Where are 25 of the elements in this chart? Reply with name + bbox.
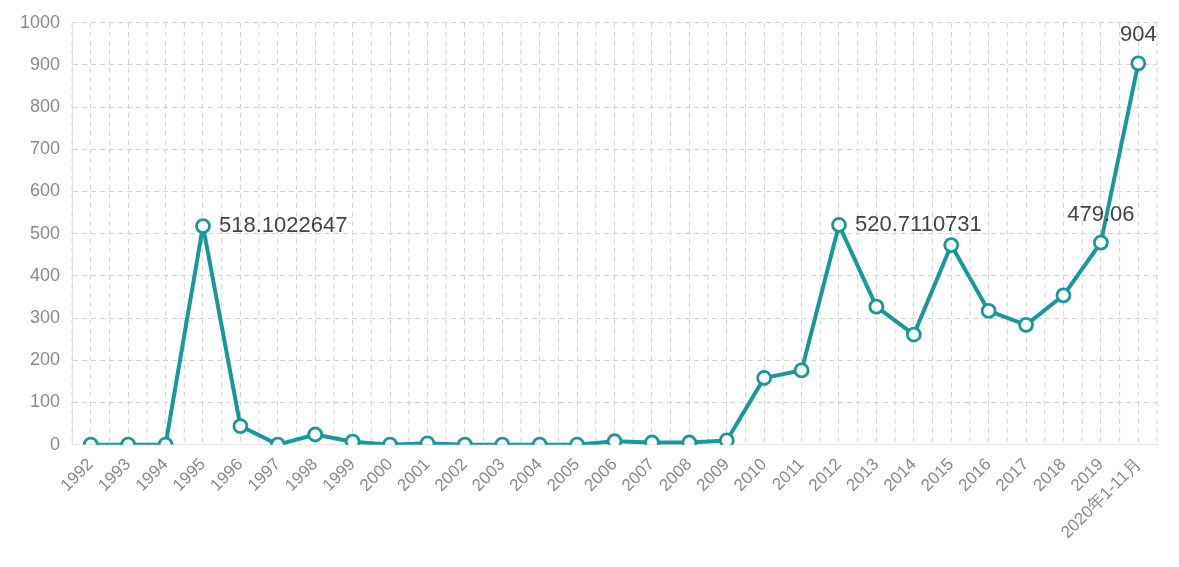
data-label: 520.7110731 — [855, 211, 982, 237]
y-tick-label: 0 — [50, 433, 61, 454]
y-tick-label: 200 — [30, 349, 61, 370]
point — [195, 218, 211, 234]
point — [905, 326, 922, 343]
point — [606, 433, 623, 445]
point — [831, 217, 847, 233]
y-tick-label: 700 — [30, 138, 61, 159]
y-tick-label: 400 — [30, 264, 61, 285]
data-label: 904 — [1119, 21, 1157, 47]
y-tick-label: 1000 — [20, 11, 61, 32]
data-label: 518.1022647 — [218, 212, 348, 238]
y-tick-label: 500 — [30, 222, 61, 243]
point — [980, 303, 997, 319]
point — [1018, 316, 1034, 333]
point — [1055, 287, 1072, 304]
point — [718, 432, 735, 445]
y-tick-label: 800 — [30, 96, 61, 117]
point — [1092, 234, 1109, 251]
point — [868, 298, 885, 315]
point — [943, 237, 960, 253]
y-tick-label: 300 — [30, 307, 61, 328]
y-tick-label: 600 — [30, 180, 61, 201]
y-tick-label: 900 — [30, 53, 61, 74]
y-tick-label: 100 — [30, 391, 61, 412]
